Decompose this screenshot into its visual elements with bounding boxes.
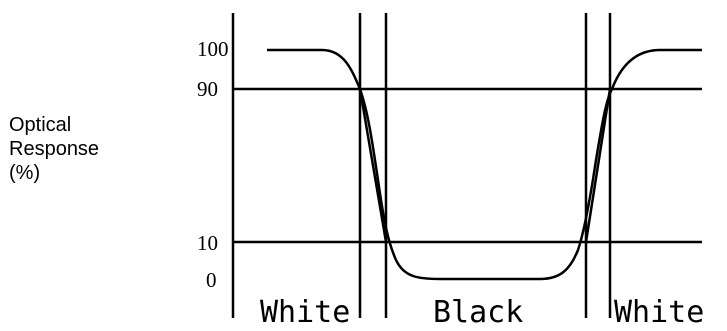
region-label-white-right: White bbox=[614, 295, 704, 330]
tick-label-10: 10 bbox=[197, 231, 218, 255]
tick-label-100: 100 bbox=[197, 37, 229, 61]
region-label-black: Black bbox=[433, 295, 523, 330]
tick-label-90: 90 bbox=[197, 77, 218, 101]
tick-label-0: 0 bbox=[206, 268, 217, 292]
y-axis-label-line-2: Response bbox=[9, 138, 100, 160]
y-axis-label: Optical Response (%) bbox=[9, 113, 149, 185]
y-axis-label-line-1: Optical bbox=[9, 114, 72, 136]
optical-response-curve bbox=[267, 48, 702, 281]
fall-transition-line bbox=[358, 88, 388, 243]
rise-transition-line bbox=[584, 88, 612, 243]
region-label-white-left: White bbox=[260, 295, 350, 330]
y-axis-label-line-3: (%) bbox=[9, 162, 41, 184]
